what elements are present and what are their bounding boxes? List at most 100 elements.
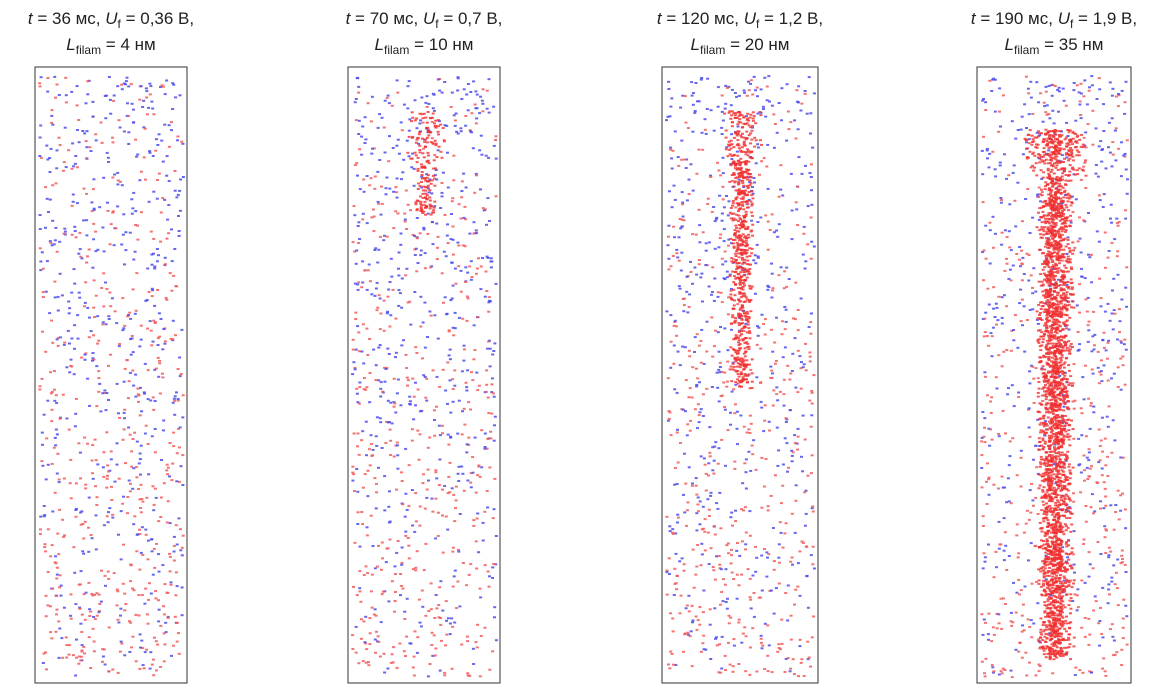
- particle: [104, 575, 107, 577]
- particle: [426, 106, 429, 108]
- particle: [1080, 117, 1083, 119]
- particle: [376, 282, 379, 284]
- particle: [776, 427, 779, 429]
- particle: [666, 594, 669, 596]
- particle: [56, 433, 59, 435]
- particle: [495, 195, 498, 197]
- particle: [1017, 579, 1020, 581]
- particle: [373, 477, 376, 479]
- particle: [110, 450, 113, 452]
- particle: [140, 552, 143, 554]
- particle: [711, 266, 714, 268]
- particle: [991, 439, 994, 441]
- particle: [54, 561, 57, 563]
- particle: [475, 568, 478, 570]
- particle: [150, 231, 153, 233]
- particle: [751, 94, 754, 96]
- particle: [471, 456, 474, 458]
- particle: [671, 168, 674, 170]
- particle: [681, 95, 684, 97]
- particle: [57, 337, 60, 339]
- particle: [430, 608, 433, 610]
- particle: [694, 574, 697, 576]
- particle: [404, 493, 407, 495]
- particle: [134, 313, 137, 315]
- particle: [77, 663, 80, 665]
- particle: [1107, 589, 1110, 591]
- particle: [1087, 341, 1090, 343]
- particle: [156, 248, 159, 250]
- particle: [717, 447, 720, 449]
- filament-particle: [731, 110, 734, 112]
- particle: [73, 348, 76, 350]
- particle: [475, 372, 478, 374]
- particle: [797, 562, 800, 564]
- particle: [491, 354, 494, 356]
- filament-particle: [746, 113, 749, 115]
- particle: [488, 78, 491, 80]
- particle: [424, 267, 427, 269]
- particle: [162, 161, 165, 163]
- particle: [426, 489, 429, 491]
- particle: [1104, 496, 1107, 498]
- particle: [81, 523, 84, 525]
- particle: [470, 260, 473, 262]
- particle: [154, 590, 157, 592]
- particle: [120, 643, 123, 645]
- particle: [490, 261, 493, 263]
- particle: [111, 669, 114, 671]
- particle: [139, 414, 142, 416]
- particle: [764, 404, 767, 406]
- particle: [695, 485, 698, 487]
- particle: [431, 511, 434, 513]
- particle: [444, 390, 447, 392]
- particle: [49, 555, 52, 557]
- particle: [721, 301, 724, 303]
- particle: [91, 444, 94, 446]
- particle: [721, 258, 724, 260]
- particle: [414, 569, 417, 571]
- particle: [131, 588, 134, 590]
- particle: [442, 369, 445, 371]
- filament-particle: [1072, 249, 1075, 251]
- particle: [730, 329, 733, 331]
- particle: [419, 232, 422, 234]
- particle: [110, 486, 113, 488]
- particle: [700, 408, 703, 410]
- particle: [44, 351, 47, 353]
- particle: [730, 158, 733, 160]
- particle: [441, 489, 444, 491]
- particle: [427, 213, 430, 215]
- particle: [1121, 558, 1124, 560]
- particle: [367, 269, 370, 271]
- particle: [719, 234, 722, 236]
- particle: [453, 385, 456, 387]
- particle: [413, 185, 416, 187]
- particle: [479, 288, 482, 290]
- particle: [1031, 583, 1034, 585]
- particle: [797, 309, 800, 311]
- filament-particle: [735, 112, 738, 114]
- particle: [490, 266, 493, 268]
- filament-particle: [1069, 658, 1072, 660]
- particle: [797, 128, 800, 130]
- particle: [152, 341, 155, 343]
- particle: [749, 647, 752, 649]
- particle: [980, 454, 983, 456]
- particle: [114, 310, 117, 312]
- particle: [1103, 525, 1106, 527]
- particle: [706, 321, 709, 323]
- filament-particle: [743, 327, 746, 329]
- particle: [1119, 358, 1122, 360]
- filament-particle: [729, 368, 732, 370]
- particle: [95, 592, 98, 594]
- particle: [97, 340, 100, 342]
- filament-particle: [433, 122, 436, 124]
- particle: [673, 594, 676, 596]
- filament-particle: [746, 249, 749, 251]
- particle: [1093, 334, 1096, 336]
- particle: [406, 385, 409, 387]
- particle: [1079, 100, 1082, 102]
- particle: [475, 540, 478, 542]
- particle: [802, 233, 805, 235]
